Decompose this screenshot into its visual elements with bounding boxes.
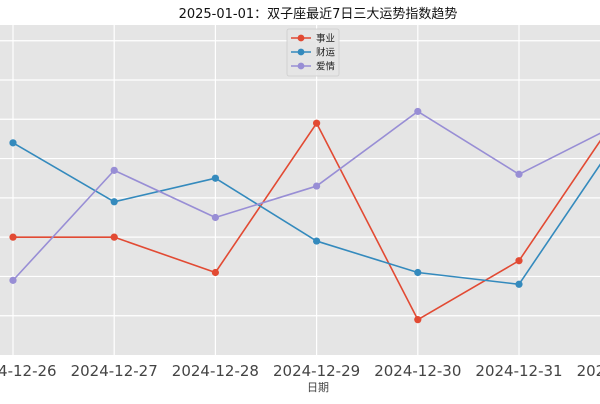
x-tick-label: 2024-12-27 xyxy=(71,362,158,380)
data-point xyxy=(515,170,523,178)
data-point xyxy=(211,268,219,277)
x-tick-label: 2025-01-01 xyxy=(577,362,600,380)
data-point xyxy=(414,268,422,277)
data-point xyxy=(9,139,17,147)
x-tick-label: 2024-12-28 xyxy=(172,362,259,380)
legend-label: 财运 xyxy=(316,47,336,59)
legend-marker xyxy=(297,34,305,42)
data-point xyxy=(9,233,17,241)
x-tick-labels: 2024-12-26 2024-12-27 2024-12-28 2024-12-29… xyxy=(0,362,600,380)
legend-marker xyxy=(297,62,305,70)
chart-title: 2025-01-01：双子座最近7日三大运势指数趋势 xyxy=(179,6,458,22)
data-point xyxy=(313,182,321,190)
data-point xyxy=(110,198,118,206)
x-tick-label: 2024-12-31 xyxy=(475,362,562,380)
x-axis-label: 日期 xyxy=(307,381,329,394)
x-tick-label: 2024-12-30 xyxy=(374,362,461,380)
x-tick-label: 2024-12-26 xyxy=(0,362,57,380)
data-point xyxy=(110,233,118,241)
data-point xyxy=(515,257,523,265)
data-point xyxy=(211,174,219,182)
legend-marker xyxy=(297,48,305,56)
series-layer xyxy=(9,107,600,324)
data-point xyxy=(414,107,422,116)
legend-label: 爱情 xyxy=(316,61,336,73)
data-point xyxy=(313,237,321,245)
legend-label: 事业 xyxy=(316,33,335,45)
data-point xyxy=(313,119,321,127)
x-tick-label: 2024-12-29 xyxy=(273,362,360,380)
data-point xyxy=(211,213,219,222)
data-point xyxy=(414,316,422,324)
data-point xyxy=(110,166,118,174)
data-point xyxy=(515,280,523,288)
data-point xyxy=(9,276,17,284)
